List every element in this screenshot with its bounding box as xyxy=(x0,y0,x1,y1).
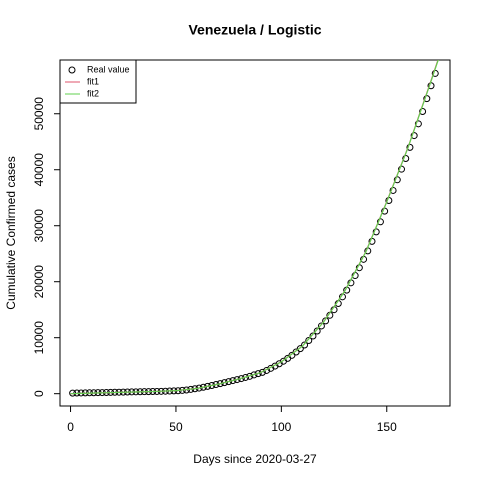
x-axis-label: Days since 2020-03-27 xyxy=(193,452,317,466)
data-point xyxy=(410,132,418,140)
data-point xyxy=(292,348,300,356)
x-tick-label: 150 xyxy=(377,420,397,434)
y-tick-label: 20000 xyxy=(32,265,46,299)
legend: Real value fit1 fit2 xyxy=(59,59,137,104)
data-point xyxy=(376,218,384,226)
y-tick-label: 50000 xyxy=(32,97,46,131)
data-point xyxy=(216,380,224,388)
data-point xyxy=(406,143,414,151)
y-tick-label: 40000 xyxy=(32,153,46,187)
data-point xyxy=(305,336,313,344)
data-point xyxy=(398,165,406,173)
x-tick-label: 100 xyxy=(271,420,291,434)
data-point xyxy=(389,186,397,194)
data-point xyxy=(372,228,380,236)
data-point xyxy=(225,378,233,386)
y-tick-label: 30000 xyxy=(32,209,46,243)
data-point xyxy=(309,332,317,340)
x-tick-label: 0 xyxy=(67,420,74,434)
y-tick-label: 10000 xyxy=(32,321,46,355)
data-point xyxy=(317,322,325,330)
data-point xyxy=(423,95,431,103)
x-tick-label: 50 xyxy=(169,420,183,434)
y-tick-label: 0 xyxy=(32,390,46,397)
legend-swatch xyxy=(68,66,76,74)
plot-area xyxy=(69,60,439,397)
data-point xyxy=(296,345,304,353)
legend-label: fit1 xyxy=(87,76,99,86)
chart-title: Venezuela / Logistic xyxy=(188,22,321,38)
data-point xyxy=(288,351,296,359)
data-point xyxy=(393,176,401,184)
data-point xyxy=(313,327,321,335)
y-axis-label: Cumulative Confirmed cases xyxy=(4,156,18,309)
legend-label: fit2 xyxy=(87,88,99,98)
data-point xyxy=(220,379,228,387)
data-point xyxy=(419,108,427,116)
fit-line xyxy=(70,60,439,395)
data-point xyxy=(414,120,422,128)
data-point xyxy=(402,155,410,163)
data-point xyxy=(301,341,309,349)
legend-label: Real value xyxy=(87,64,130,74)
plot-frame xyxy=(59,59,451,407)
